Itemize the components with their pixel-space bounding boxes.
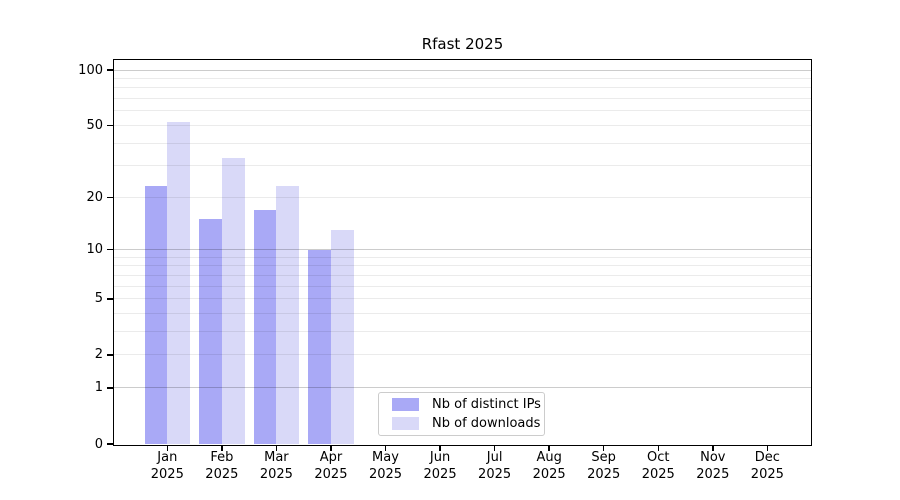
bar-nb-of-distinct-ips-feb (199, 219, 222, 444)
y-tick-5 (106, 298, 113, 300)
x-tick-mar (275, 445, 278, 451)
gridline-y-40 (114, 142, 811, 144)
x-tick-label-dec: Dec 2025 (750, 450, 784, 482)
x-tick-label-may: May 2025 (368, 450, 403, 482)
bar-nb-of-distinct-ips-jan (144, 186, 168, 444)
y-tick-20 (106, 196, 113, 199)
y-tick-label-100: 100 (78, 62, 103, 78)
legend-swatch-distinct-ips (392, 398, 419, 411)
x-tick-label-apr: Apr 2025 (314, 450, 348, 482)
x-tick-jul (493, 445, 496, 451)
bar-nb-of-downloads-jan (167, 122, 190, 444)
x-tick-label-aug: Aug 2025 (532, 450, 566, 482)
x-tick-jun (439, 445, 441, 451)
x-tick-may (384, 445, 387, 451)
x-tick-jan (166, 445, 169, 451)
y-tick-2 (106, 354, 113, 356)
y-tick-10 (106, 248, 113, 251)
plot-area (114, 60, 811, 444)
gridline-y-100 (114, 69, 811, 71)
legend-item-distinct-ips: Nb of distinct IPs (392, 397, 544, 412)
y-tick-0 (106, 443, 113, 445)
x-tick-label-feb: Feb 2025 (205, 450, 239, 482)
y-tick-label-10: 10 (86, 242, 103, 258)
bar-nb-of-downloads-mar (276, 186, 300, 444)
gridline-y-6 (114, 285, 811, 287)
y-tick-label-5: 5 (94, 291, 103, 307)
y-tick-label-2: 2 (94, 347, 103, 363)
legend-item-downloads: Nb of downloads (392, 416, 544, 431)
chart-title: Rfast 2025 (421, 35, 504, 53)
legend: Nb of distinct IPs Nb of downloads (378, 392, 545, 436)
gridline-y-4 (114, 313, 811, 315)
y-tick-label-20: 20 (86, 189, 103, 205)
gridline-y-50 (114, 124, 811, 126)
x-tick-nov (712, 445, 714, 451)
gridline-y-90 (114, 77, 811, 79)
gridline-y-2 (114, 354, 811, 356)
y-tick-50 (106, 124, 113, 127)
bar-nb-of-distinct-ips-mar (253, 209, 277, 444)
legend-swatch-downloads (392, 417, 419, 430)
legend-label-distinct-ips: Nb of distinct IPs (432, 397, 541, 412)
gridline-y-8 (114, 265, 811, 267)
y-tick-1 (106, 387, 113, 389)
gridline-y-1 (114, 387, 811, 389)
x-tick-label-mar: Mar 2025 (259, 450, 293, 482)
x-tick-apr (330, 445, 332, 451)
gridline-y-5 (114, 298, 811, 300)
gridline-y-10 (114, 249, 811, 251)
x-tick-label-jun: Jun 2025 (423, 450, 457, 482)
y-tick-label-0: 0 (94, 436, 103, 452)
gridline-y-20 (114, 196, 811, 198)
legend-label-downloads: Nb of downloads (432, 416, 541, 431)
x-tick-label-sep: Sep 2025 (587, 450, 621, 482)
gridline-y-7 (114, 274, 811, 276)
gridline-y-80 (114, 87, 811, 89)
y-tick-label-50: 50 (86, 117, 103, 133)
bar-nb-of-downloads-feb (221, 158, 245, 444)
x-tick-label-oct: Oct 2025 (641, 450, 675, 482)
x-tick-dec (766, 445, 769, 451)
y-tick-100 (106, 69, 113, 71)
gridline-y-70 (114, 98, 811, 100)
bar-nb-of-distinct-ips-apr (308, 249, 331, 444)
x-tick-sep (602, 445, 605, 451)
x-tick-label-jul: Jul 2025 (478, 450, 512, 482)
x-tick-aug (548, 445, 550, 451)
gridline-y-9 (114, 256, 811, 258)
x-tick-label-nov: Nov 2025 (696, 450, 730, 482)
gridline-y-60 (114, 110, 811, 112)
x-tick-feb (221, 445, 223, 451)
y-tick-label-1: 1 (94, 380, 103, 396)
gridline-y-3 (114, 331, 811, 333)
gridline-y-30 (114, 165, 811, 167)
x-tick-label-jan: Jan 2025 (150, 450, 184, 482)
bar-nb-of-downloads-apr (330, 230, 354, 444)
x-tick-oct (657, 445, 659, 451)
